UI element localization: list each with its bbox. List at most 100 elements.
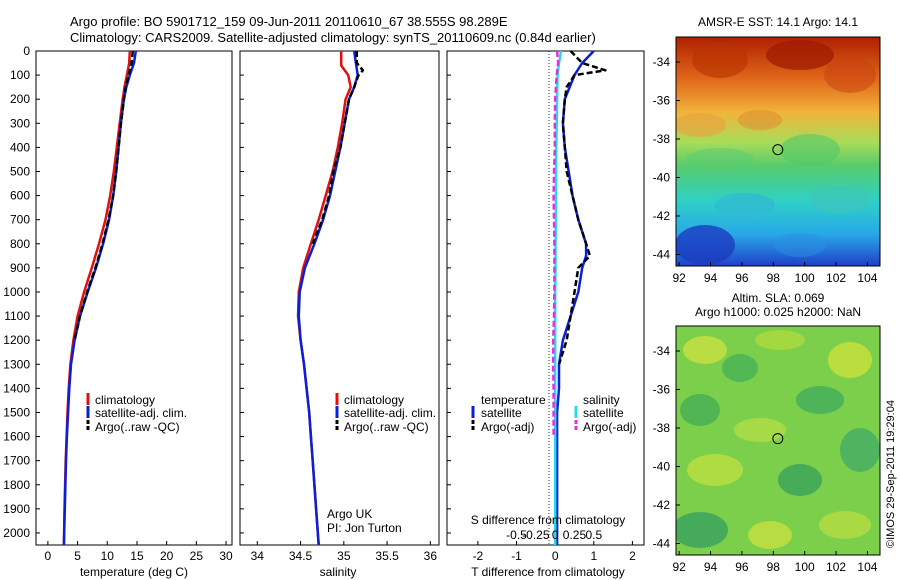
legend-label-salinity-satellite: satellite (583, 406, 624, 420)
legend-header-temperature: temperature (481, 393, 546, 407)
lat-tick-label: -36 (653, 383, 671, 397)
temperature-axis-label: temperature (deg C) (80, 565, 188, 579)
series-line-argo-raw-qc- (73, 50, 135, 341)
salinity-panel: 34 34.5 35 35.5 36 salinity climatology sate… (239, 50, 440, 579)
sst-map-title: AMSR-E SST: 14.1 Argo: 14.1 (698, 15, 858, 29)
difference-panel: -2 -1 0 1 2 S difference from climatology -0… (446, 50, 645, 579)
pi-label: PI: Jon Turton (327, 521, 402, 535)
series-line-satellite-adj-clim- (297, 50, 359, 546)
lon-tick-label: 100 (795, 560, 815, 574)
lat-tick-label: -38 (653, 421, 671, 435)
sla-map-title-1: Altim. SLA: 0.069 (732, 291, 825, 305)
argo-program-label: Argo UK (327, 507, 372, 521)
difference-legend: temperature salinity satellite Argo(-adj… (471, 393, 636, 434)
lat-tick-label: -34 (653, 55, 671, 69)
temperature-legend: climatology satellite-adj. clim. Argo(..… (86, 393, 187, 434)
lon-tick-label: 104 (857, 271, 877, 285)
depth-tick-label: 0 (23, 44, 30, 58)
lon-tick-label: 98 (767, 560, 781, 574)
sst-map-axes: 92 94 96 98 100 102 104 -34 -36 -38 -40 -42 -44 (653, 55, 878, 285)
sla-map-panel: Altim. SLA: 0.069 Argo h1000: 0.025 h200… (653, 291, 881, 574)
lon-tick-label: 96 (735, 271, 749, 285)
s-difference-label: S difference from climatology (471, 513, 626, 527)
legend-label-salinity-argo: Argo(-adj) (583, 420, 636, 434)
x-tick-label: 34 (251, 549, 265, 563)
depth-tick-label: 1200 (3, 333, 30, 347)
sst-map-frame (675, 36, 881, 267)
depth-tick-label: 1000 (3, 285, 30, 299)
x-tick-label: 25 (190, 549, 204, 563)
lat-tick-label: -38 (653, 132, 671, 146)
depth-tick-label: 800 (10, 237, 30, 251)
legend-label-climatology: climatology (344, 393, 404, 407)
salinity-series (296, 50, 365, 546)
s-tick-label: 0.5 (585, 528, 602, 542)
lon-tick-label: 94 (704, 560, 718, 574)
x-tick-label: 10 (101, 549, 115, 563)
lat-tick-label: -44 (653, 247, 671, 261)
depth-tick-label: 1400 (3, 381, 30, 395)
lon-tick-label: 102 (826, 271, 846, 285)
x-tick-label: 30 (219, 549, 233, 563)
lon-tick-label: 92 (672, 271, 686, 285)
temperature-plot-frame (35, 50, 233, 546)
x-tick-label: 34.5 (289, 549, 313, 563)
argo-position-marker (772, 144, 784, 156)
depth-tick-label: 1300 (3, 357, 30, 371)
imos-credit: ©IMOS 29-Sep-2011 19:29:04 (885, 400, 897, 548)
x-tick-label: 1 (590, 549, 597, 563)
sla-map-frame (675, 325, 881, 556)
legend-header-salinity: salinity (583, 393, 620, 407)
series-line-temperature-satellite (555, 50, 595, 545)
legend-label-climatology: climatology (95, 393, 155, 407)
series-line-argo-raw-qc- (311, 51, 365, 245)
depth-tick-label: 700 (10, 213, 30, 227)
x-tick-label: 36 (424, 549, 438, 563)
x-tick-label: 20 (160, 549, 174, 563)
lon-tick-label: 94 (704, 271, 718, 285)
t-difference-label: T difference from climatology (471, 565, 625, 579)
lat-tick-label: -42 (653, 209, 671, 223)
lon-tick-label: 92 (672, 560, 686, 574)
lon-tick-label: 102 (826, 560, 846, 574)
temperature-axis: 0 5 10 15 20 25 30 (45, 541, 233, 563)
salinity-axis: 34 34.5 35 35.5 36 (251, 541, 438, 563)
temperature-series (62, 50, 138, 546)
title-line-2: Climatology: CARS2009. Satellite-adjuste… (70, 30, 596, 45)
s-difference-axis: -0.5-0.25 0 0.25 0.5 (506, 528, 602, 542)
lat-tick-label: -40 (653, 170, 671, 184)
legend-label-satellite-adj: satellite-adj. clim. (95, 406, 187, 420)
difference-plot-frame (446, 50, 645, 546)
depth-tick-label: 1700 (3, 454, 30, 468)
legend-label-argo: Argo(..raw -QC) (95, 420, 180, 434)
lon-tick-label: 100 (795, 271, 815, 285)
lon-tick-label: 96 (735, 560, 749, 574)
s-tick-label: 0 (552, 528, 559, 542)
x-tick-label: 5 (74, 549, 81, 563)
sla-heatmap (676, 326, 880, 555)
lat-tick-label: -34 (653, 344, 671, 358)
sst-map-panel: AMSR-E SST: 14.1 Argo: 14.1 92 94 96 98 100 1… (653, 15, 881, 285)
x-tick-label: 35 (337, 549, 351, 563)
depth-tick-label: 2000 (3, 526, 30, 540)
lat-tick-label: -36 (653, 94, 671, 108)
x-tick-label: 35.5 (375, 549, 399, 563)
salinity-plot-frame (239, 50, 440, 546)
legend-label-temperature-argo: Argo(-adj) (481, 420, 534, 434)
argo-position-marker (772, 433, 784, 445)
sla-map-axes: 92 94 96 98 100 102 104 -34 -36 -38 -40 -42 -44 (653, 344, 878, 574)
depth-axis: 0 100 200 300 400 500 600 700 800 900 1000 1100 1200… (3, 44, 451, 540)
salinity-axis-label: salinity (320, 565, 357, 579)
depth-tick-label: 1600 (3, 430, 30, 444)
x-tick-label: -2 (473, 549, 484, 563)
s-tick-label: 0.25 (563, 528, 587, 542)
s-tick-label: -0.5 (506, 528, 527, 542)
x-tick-label: 0 (45, 549, 52, 563)
depth-tick-label: 1100 (4, 309, 30, 323)
lon-tick-label: 104 (857, 560, 877, 574)
x-tick-label: -1 (511, 549, 522, 563)
depth-tick-label: 500 (10, 164, 30, 178)
lat-tick-label: -40 (653, 459, 671, 473)
x-tick-label: 0 (552, 549, 559, 563)
